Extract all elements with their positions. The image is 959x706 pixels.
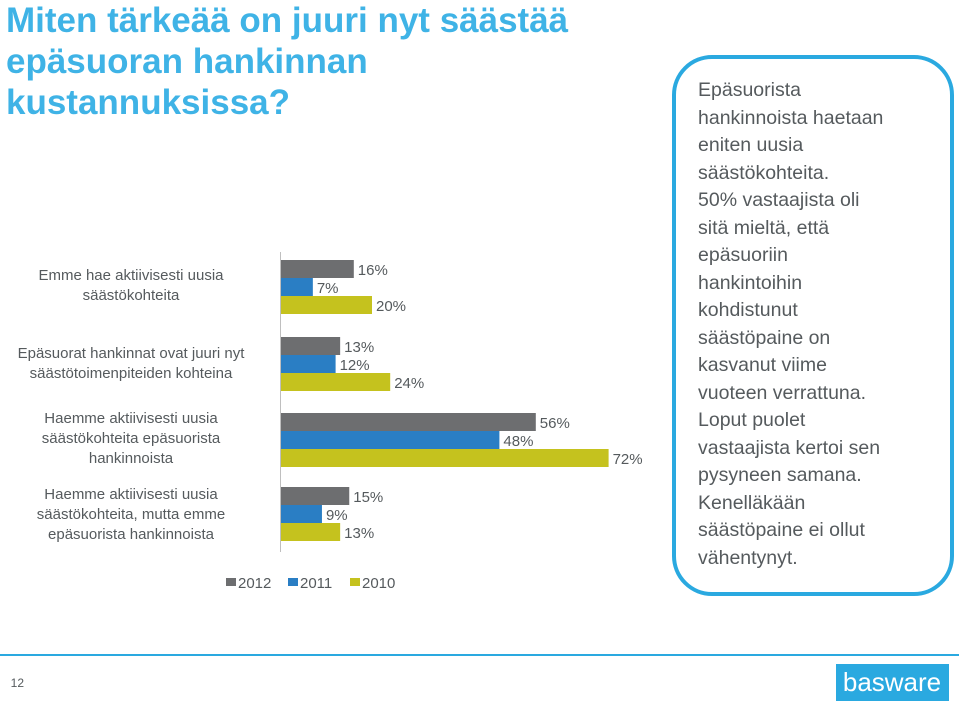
data-label-2011-3: 9% [326,507,348,524]
data-label-2012-3: 15% [353,489,383,506]
callout-line: vähentynyt. [698,546,798,569]
data-label-2010-0: 20% [376,298,406,315]
callout-line: kohdistunut [698,299,798,321]
callout-line: Epäsuorista [698,79,801,101]
bar-2012-3 [281,487,350,505]
data-label-2012-2: 56% [540,415,570,432]
callout-line: pysyneen samana. [698,464,862,486]
callout-line: Loput puolet [698,409,806,431]
data-label-2011-1: 12% [340,357,370,374]
data-label-2012-1: 13% [344,339,374,356]
callout-line: 50% vastaajista oli [698,189,860,211]
legend: 2012 2011 2010 [226,575,395,592]
callout-line: vuoteen verrattuna. [698,381,867,404]
callout-box [672,55,954,596]
title-line: epäsuoran hankinnan [6,42,368,81]
callout-line: eniten uusia [698,134,804,156]
bar-2012-2 [281,413,536,431]
category-label-1: Epäsuorat hankinnat ovat juuri nyt sääst… [17,345,245,382]
bars: 16% 13% 56% 15% 7% 12% 48% 9% 20% 24% 72% 13% [281,260,643,542]
legend-swatch-2012 [226,578,236,586]
bar-2010-1 [281,373,391,391]
title-line: Miten tärkeää on juuri nyt säästää [6,1,569,40]
page-title: Miten tärkeää on juuri nyt säästää epäsu… [6,0,646,123]
title-line: kustannuksissa? [6,83,290,122]
legend-swatch-2010 [350,578,360,586]
callout-text: Epäsuorista hankinnoista haetaan eniten uu… [698,77,956,572]
callout-line: säästöpaine on [698,326,831,349]
category-label-0: Emme hae aktiivisesti uusia säästökohtei… [38,267,224,304]
data-label-2011-0: 7% [317,280,339,297]
bar-2010-3 [281,523,341,541]
callout-line: säästöpaine ei ollut [698,519,865,541]
callout-line: hankinnoista haetaan [698,106,884,129]
logo-text: basware [843,667,941,697]
callout-line: Kenelläkään [698,491,806,514]
data-label-2010-3: 13% [344,525,374,542]
legend-label-2010: 2010 [362,575,395,592]
bar-2010-0 [281,296,372,314]
bar-2012-0 [281,260,354,278]
category-label-3: Haemme aktiivisesti uusia säästökohteita… [36,486,226,543]
callout-line: epäsuoriin [698,244,788,266]
bar-2011-0 [281,278,313,296]
data-label-2010-2: 72% [613,451,643,468]
bar-2012-1 [281,337,341,355]
bar-2011-3 [281,505,322,523]
data-label-2012-0: 16% [358,262,388,279]
bar-2011-2 [281,431,500,449]
callout-line: hankintoihin [698,271,803,294]
callout-line: kasvanut viime [698,354,827,376]
bar-2010-2 [281,449,609,467]
callout-line: säästökohteita. [698,161,830,184]
category-label-2: Haemme aktiivisesti uusia säästökohteita… [41,410,221,467]
page-number: 12 [10,676,24,690]
legend-label-2012: 2012 [238,575,271,592]
basware-logo: basware [836,664,949,701]
data-label-2011-2: 48% [503,433,533,450]
callout-line: vastaajista kertoi sen [698,436,881,459]
footer-divider [0,654,959,656]
legend-label-2011: 2011 [300,575,332,592]
callout-line: sitä mieltä, että [698,216,830,239]
bar-2011-1 [281,355,336,373]
legend-swatch-2011 [288,578,298,586]
data-label-2010-1: 24% [394,375,424,392]
